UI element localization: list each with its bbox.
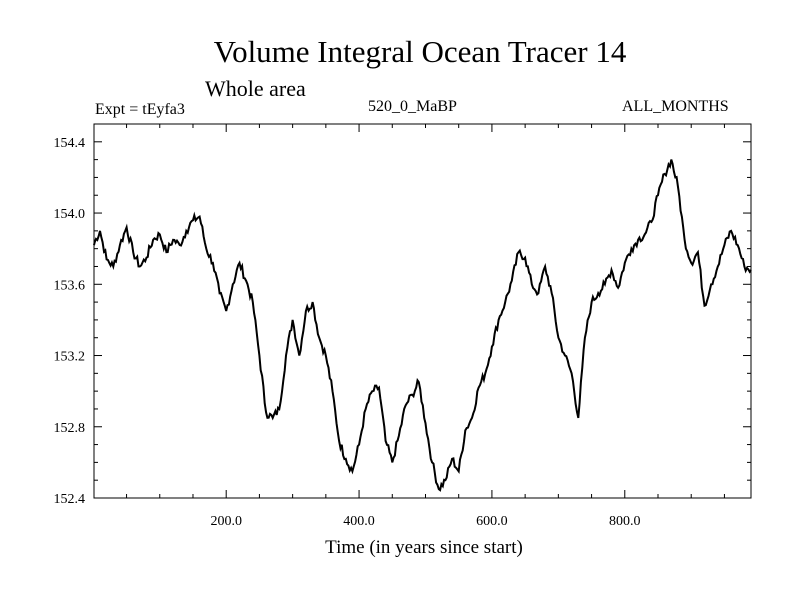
data-series-line [93,159,752,492]
y-tick-label: 154.4 [54,136,86,151]
y-tick-label: 152.8 [54,421,86,436]
period-label: 520_0_MaBP [368,98,457,115]
y-tick-label: 152.4 [54,492,86,507]
x-tick-label: 600.0 [476,514,508,529]
y-tick-label: 154.0 [54,207,86,222]
x-tick-label: 200.0 [210,514,242,529]
x-tick-label: 400.0 [343,514,375,529]
months-label: ALL_MONTHS [622,98,729,115]
x-tick-label: 800.0 [609,514,641,529]
x-axis-title: Time (in years since start) [325,537,523,558]
plot-frame [93,123,752,499]
y-tick-label: 153.2 [54,350,86,365]
y-tick-label: 153.6 [54,278,86,293]
chart-title: Volume Integral Ocean Tracer 14 [213,34,627,69]
expt-label: Expt = tEyfa3 [95,101,185,118]
chart-subtitle: Whole area [205,76,306,101]
